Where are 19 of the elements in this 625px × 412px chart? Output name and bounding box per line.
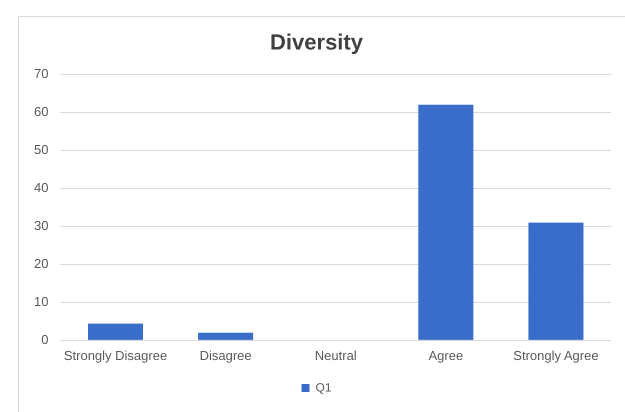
- x-tick-label: Disagree: [200, 348, 252, 363]
- bar: [528, 222, 584, 340]
- chart-title: Diversity: [270, 29, 364, 54]
- y-tick-label: 0: [41, 332, 48, 347]
- y-tick-label: 40: [34, 180, 48, 195]
- bar: [418, 104, 474, 340]
- x-tick-label: Strongly Agree: [513, 348, 599, 363]
- y-tick-label: 20: [34, 256, 48, 271]
- legend-label: Q1: [315, 380, 332, 394]
- y-tick-label: 50: [34, 142, 48, 157]
- y-tick-label: 60: [34, 104, 48, 119]
- y-tick-label: 10: [34, 294, 48, 309]
- x-tick-label: Agree: [428, 348, 464, 363]
- bar: [88, 324, 144, 340]
- y-tick-label: 30: [34, 218, 48, 233]
- bar: [198, 332, 254, 340]
- y-tick-label: 70: [34, 66, 48, 81]
- x-tick-label: Neutral: [314, 348, 357, 363]
- x-tick-label: Strongly Disagree: [64, 348, 168, 363]
